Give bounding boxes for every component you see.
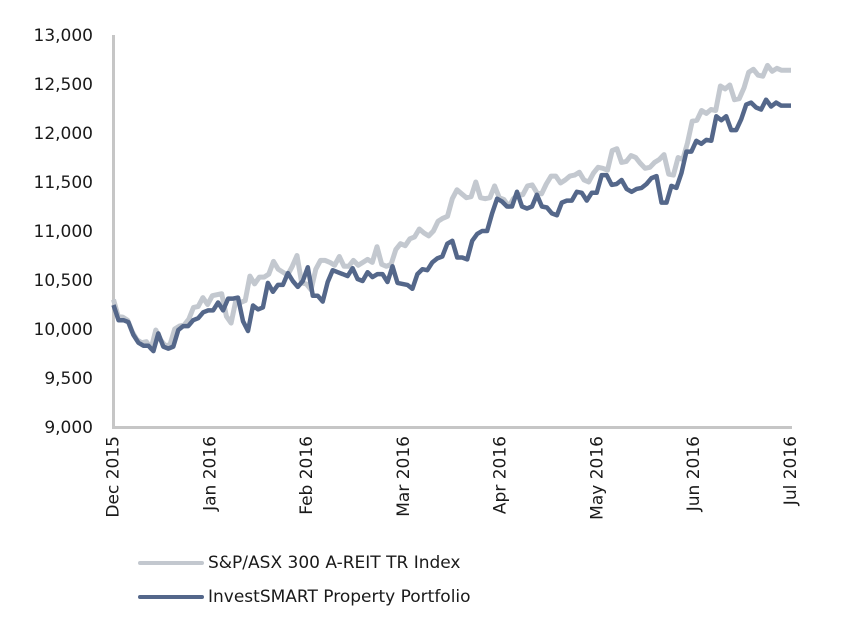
y-axis-ticks: 9,000 9,500 10,000 10,500 11,000 11,500 12,000… xyxy=(34,26,93,438)
y-tick-label: 10,000 xyxy=(34,320,93,340)
x-tick-label: Jan 2016 xyxy=(200,436,220,512)
x-tick-label: Dec 2015 xyxy=(104,436,124,518)
y-tick-label: 12,500 xyxy=(34,75,93,95)
x-tick-label: Mar 2016 xyxy=(394,436,414,517)
legend-swatch-index xyxy=(138,561,204,565)
legend-item-portfolio: InvestSMART Property Portfolio xyxy=(138,580,471,614)
legend-swatch-portfolio xyxy=(138,595,204,599)
x-tick-label: May 2016 xyxy=(587,436,607,520)
x-tick-label: Apr 2016 xyxy=(491,436,511,514)
line-chart: 9,000 9,500 10,000 10,500 11,000 11,500 12,000… xyxy=(34,26,802,520)
x-axis-ticks: Dec 2015 Jan 2016 Feb 2016 Mar 2016 Apr 2016… xyxy=(104,436,802,520)
y-tick-label: 9,000 xyxy=(44,418,93,438)
y-tick-label: 10,500 xyxy=(34,271,93,291)
x-tick-label: Feb 2016 xyxy=(297,436,317,515)
x-tick-label: Jul 2016 xyxy=(781,436,801,506)
legend: S&P/ASX 300 A-REIT TR Index InvestSMART … xyxy=(138,546,471,614)
legend-item-index: S&P/ASX 300 A-REIT TR Index xyxy=(138,546,471,580)
legend-label-portfolio: InvestSMART Property Portfolio xyxy=(208,587,471,607)
y-tick-label: 11,000 xyxy=(34,222,93,242)
x-tick-label: Jun 2016 xyxy=(684,436,704,512)
series-line-index xyxy=(111,62,791,352)
series-line-portfolio xyxy=(111,97,791,354)
y-tick-label: 11,500 xyxy=(34,173,93,193)
y-tick-label: 9,500 xyxy=(44,369,93,389)
y-tick-label: 13,000 xyxy=(34,26,93,46)
legend-label-index: S&P/ASX 300 A-REIT TR Index xyxy=(208,553,461,573)
y-tick-label: 12,000 xyxy=(34,124,93,144)
